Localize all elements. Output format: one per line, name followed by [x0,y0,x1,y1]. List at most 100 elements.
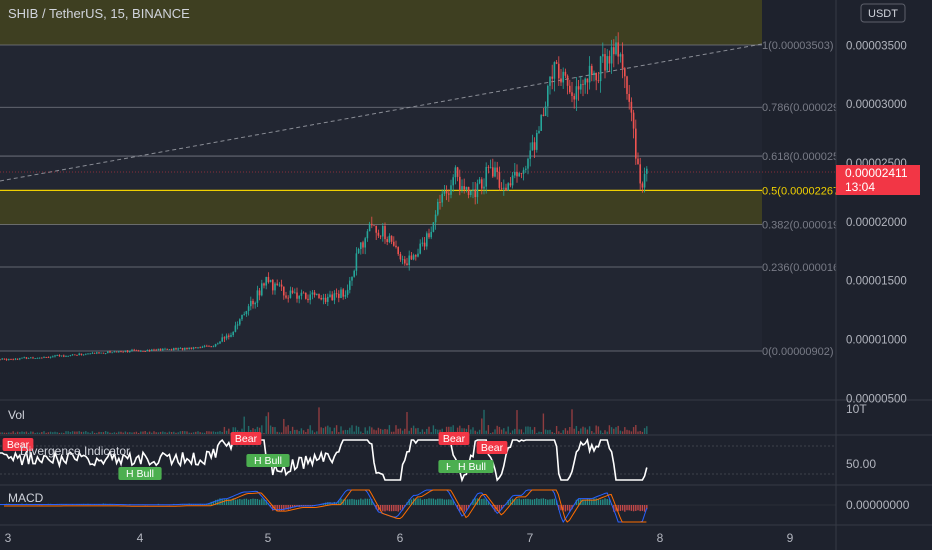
macd-hist-bar [214,499,217,505]
candle-body [481,179,483,189]
volume-bar [503,428,505,434]
candle-body [496,167,498,173]
macd-axis-tick: 0.00000000 [846,498,910,512]
candle-body [397,247,399,255]
volume-bar [111,432,113,434]
volume-bar [313,432,316,434]
symbol-title[interactable]: SHIB / TetherUS, 15, BINANCE [8,6,190,21]
trend-line[interactable] [0,43,763,182]
volume-bar [47,432,50,434]
macd-hist-bar [272,505,274,511]
volume-bar [96,432,98,434]
volume-bar [58,432,61,434]
candle-body [195,347,197,349]
macd-hist-bar [496,505,498,512]
volume-bar [404,428,406,434]
candle-body [441,193,443,203]
divergence-pane-label[interactable]: Divergence Indicator [20,444,130,458]
candle-body [615,42,617,55]
candle-body [406,263,408,266]
macd-hist-bar [434,499,437,505]
candle-body [423,242,426,247]
volume-bar [217,431,219,434]
candle-body [144,351,146,353]
fib-level-label: 1(0.00003503) [762,40,834,52]
volume-bar [320,427,322,434]
macd-hist-bar [615,505,617,512]
volume-bar [267,412,270,434]
macd-hist-bar [252,498,254,505]
volume-bar [639,430,641,434]
volume-bar [85,431,87,434]
candle-body [296,292,298,299]
candle-body [177,348,179,350]
macd-hist-bar [613,505,615,512]
candle-body [619,54,622,57]
fib-level-label: 0(0.00000902) [762,346,834,358]
candle-body [162,348,164,351]
candle-body [450,185,452,195]
candle-body [500,187,503,189]
candle-body [324,297,327,302]
candle-body [494,167,496,177]
candle-body [36,357,39,359]
candle-body [560,78,562,83]
macd-hist-bar [419,498,421,505]
bear-divergence-tag: Bear [230,432,262,445]
volume-bar [382,429,384,434]
candle-body [245,311,248,315]
candle-body [60,355,63,357]
volume-bar [19,432,21,434]
volume-bar [25,431,28,434]
macd-hist-bar [309,505,311,506]
candle-body [630,101,633,113]
candle-body [584,78,586,85]
volume-bar [234,427,237,434]
candle-body [41,357,43,359]
macd-hist-bar [538,498,540,505]
candle-body [188,347,190,349]
macd-hist-bar [437,498,439,505]
macd-hist-bar [280,505,283,512]
volume-pane-label[interactable]: Vol [8,408,25,422]
candle-body [272,279,274,291]
volume-bar [487,425,490,434]
candle-body [643,173,646,188]
currency-button[interactable]: USDT [860,3,906,23]
volume-bar [261,425,263,434]
macd-hist-bar [630,505,633,511]
volume-bar [395,425,397,434]
volume-bar [615,427,617,434]
volume-bar [219,431,221,434]
volume-bar [76,431,78,434]
macd-hist-bar [448,499,450,505]
candle-body [646,168,648,174]
macd-hist-bar [635,505,637,511]
candle-body [203,345,206,347]
candle-body [153,349,155,351]
candle-body [10,359,12,360]
macd-pane-label[interactable]: MACD [8,491,44,505]
candle-body [100,352,102,354]
volume-bar [566,430,569,434]
macd-hist-bar [217,499,219,505]
candle-body [393,241,395,246]
volume-bar [14,432,17,434]
volume-bar [192,432,195,434]
candle-body [551,76,553,79]
candle-body [635,128,637,159]
candle-body [115,351,118,353]
candle-body [16,358,19,360]
volume-bar [595,425,597,434]
volume-bar [269,425,272,434]
volume-bar [474,430,476,434]
volume-bar [624,427,626,434]
candle-body [223,337,226,339]
volume-bar [327,425,329,434]
macd-hist-bar [505,504,507,505]
time-axis[interactable]: 3 4 5 6 7 8 9 [5,531,794,545]
macd-hist-bar [584,499,586,505]
candle-body [472,189,474,191]
volume-bar [278,432,281,434]
